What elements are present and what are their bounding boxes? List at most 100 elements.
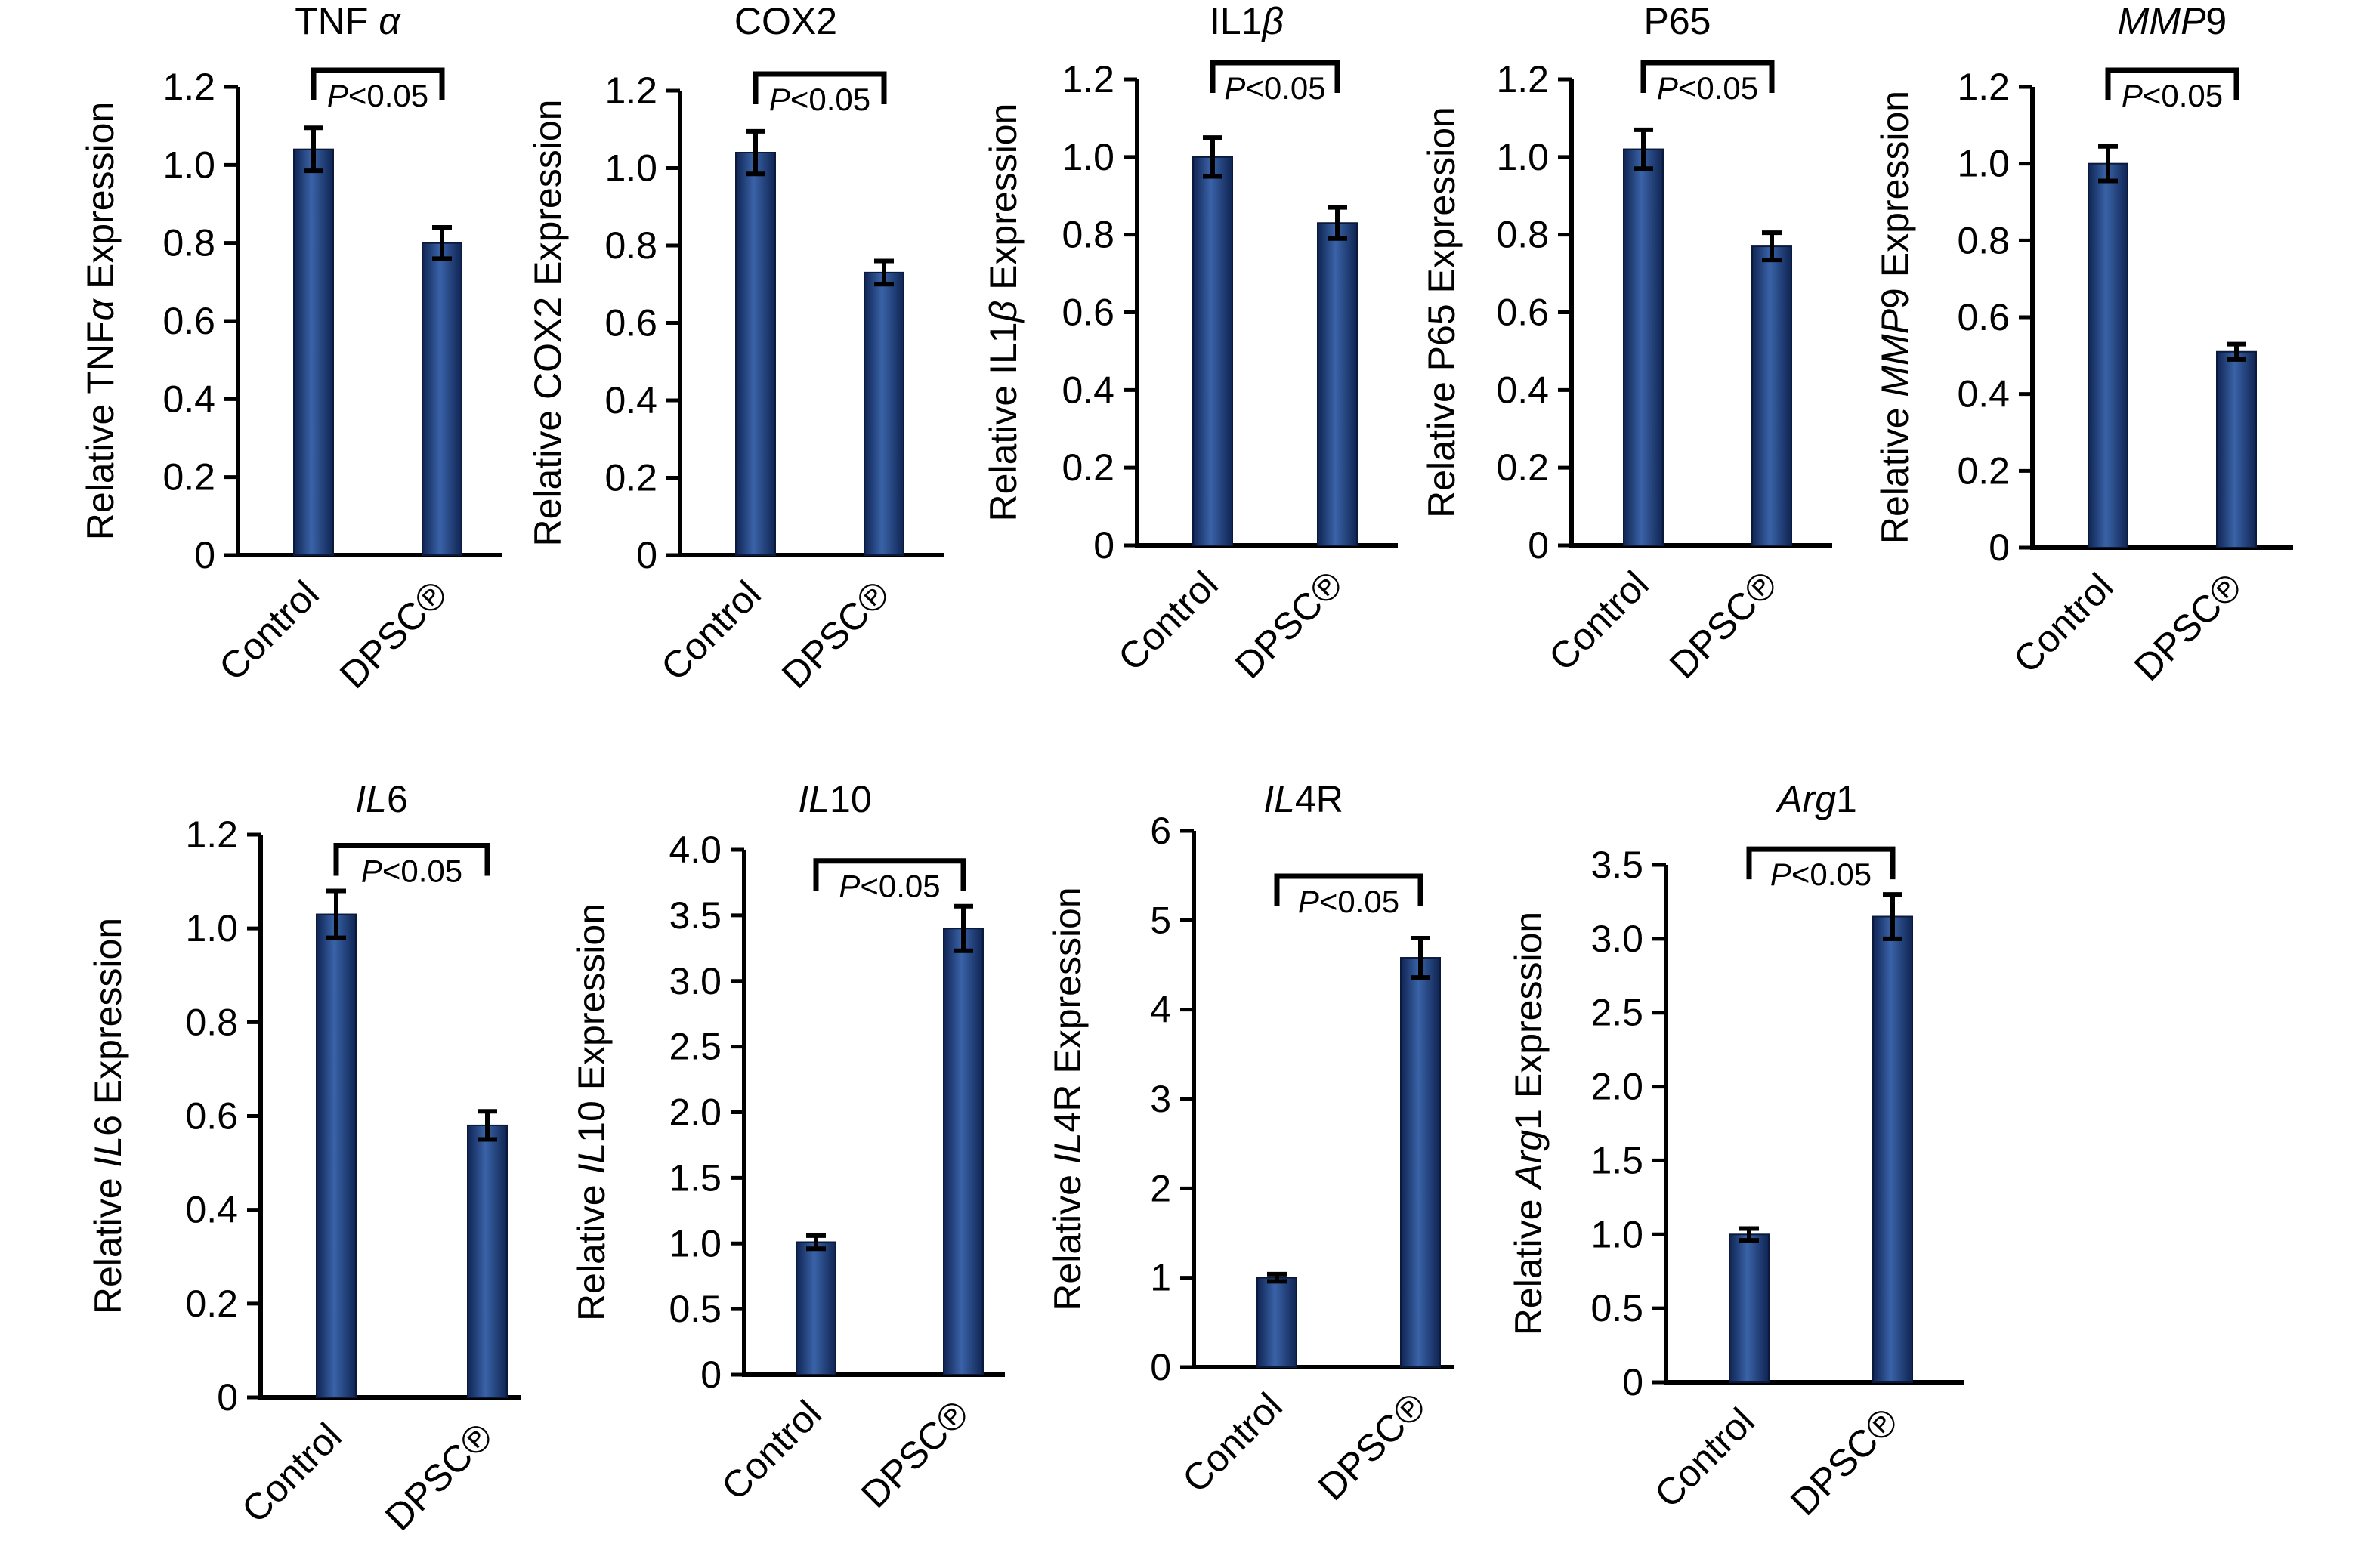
y-tick-label: 1.2 — [1062, 58, 1114, 100]
y-tick-label: 1.0 — [1496, 136, 1549, 178]
x-tick-label: Control — [1174, 1385, 1290, 1501]
y-tick-label: 1.0 — [1590, 1213, 1643, 1255]
chart-panel: IL4R Relative IL4R Expression 0 1 2 3 4 5 6 Contr… — [1046, 778, 1454, 1508]
chart-title: MMP9 — [2118, 0, 2227, 42]
y-tick-label: 0.2 — [1496, 446, 1549, 489]
y-axis-label: Relative TNFα Expression — [79, 102, 122, 541]
chart-title: IL10 — [798, 778, 871, 820]
y-axis-label: Relative COX2 Expression — [527, 100, 569, 547]
significance-bracket — [1746, 846, 1896, 880]
y-axis-label: Relative IL1β Expression — [982, 103, 1025, 522]
bar — [1872, 915, 1913, 1383]
bar — [1400, 957, 1441, 1368]
significance-bracket — [753, 71, 887, 104]
y-tick-label: 1.5 — [669, 1156, 722, 1199]
bar — [1623, 148, 1664, 547]
x-tick-label: Control — [1541, 563, 1657, 679]
y-tick-label: 0.4 — [1957, 373, 2010, 415]
y-tick-label: 0.6 — [1496, 292, 1549, 334]
y-tick-label: 0.8 — [1957, 219, 2010, 261]
y-tick-label: 0.2 — [1957, 449, 2010, 492]
error-bar — [806, 1233, 826, 1252]
error-bar — [1634, 127, 1653, 171]
y-tick-label: 1.0 — [669, 1222, 722, 1264]
bar — [1317, 222, 1358, 546]
y-tick-label: 3.0 — [669, 960, 722, 1002]
x-tick-label: DPSC℗ — [377, 1415, 501, 1539]
error-bar — [1267, 1271, 1287, 1284]
p-value-annotation: P<0.05 — [327, 78, 428, 113]
y-tick-label: 4 — [1150, 989, 1171, 1031]
chart-title: IL6 — [355, 778, 408, 820]
significance-bracket — [311, 67, 445, 100]
bar — [1256, 1277, 1297, 1368]
significance-bracket — [1210, 60, 1340, 93]
y-tick-label: 0.2 — [162, 456, 215, 499]
error-bar — [1328, 205, 1347, 241]
y-tick-label: 2.5 — [1590, 992, 1643, 1034]
chart-title: IL4R — [1263, 778, 1343, 820]
error-bar — [478, 1109, 497, 1142]
y-tick-label: 0.4 — [185, 1189, 238, 1231]
y-tick-label: 0 — [1622, 1361, 1643, 1403]
x-tick-label: Control — [211, 573, 327, 689]
y-tick-label: 2.0 — [669, 1091, 722, 1134]
y-tick-label: 3.0 — [1590, 918, 1643, 960]
y-tick-label: 5 — [1150, 899, 1171, 941]
y-tick-label: 0.8 — [604, 224, 657, 267]
y-tick-label: 0.4 — [1062, 369, 1114, 411]
chart-panel: IL1β Relative IL1β Expression 0 0.2 0.4 0.6 0.… — [982, 0, 1398, 687]
significance-bracket — [333, 843, 490, 876]
chart-panel: TNF α Relative TNFα Expression 0 0.2 0.4 0.6 0… — [79, 0, 502, 696]
y-tick-label: 1.0 — [604, 147, 657, 190]
bar — [2088, 162, 2128, 549]
p-value-annotation: P<0.05 — [1224, 70, 1325, 106]
error-bar — [1203, 135, 1222, 179]
chart-panel: IL6 Relative IL6 Expression 0 0.2 0.4 0.6 0.8 1… — [87, 778, 521, 1539]
y-tick-label: 0 — [1989, 526, 2010, 569]
y-tick-label: 6 — [1150, 810, 1171, 852]
y-tick-label: 1.2 — [162, 66, 215, 108]
y-tick-label: 4.0 — [669, 829, 722, 871]
x-tick-label: DPSC℗ — [1227, 563, 1351, 687]
y-axis-label: Relative IL10 Expression — [570, 903, 613, 1321]
p-value-annotation: P<0.05 — [361, 854, 462, 889]
error-bar — [1411, 936, 1430, 980]
significance-bracket — [813, 858, 966, 891]
x-tick-label: DPSC℗ — [332, 573, 456, 696]
x-tick-label: DPSC℗ — [1310, 1385, 1434, 1508]
error-bar — [954, 903, 973, 953]
chart-panel: Arg1 Relative Arg1 Expression 0 0.5 1.0 1.5 2.… — [1507, 778, 1964, 1523]
y-axis-label: Relative Arg1 Expression — [1507, 912, 1550, 1335]
y-tick-label: 1.2 — [1496, 58, 1549, 100]
y-tick-label: 0.6 — [604, 302, 657, 344]
chart-title: Arg1 — [1775, 778, 1857, 820]
y-tick-label: 1.0 — [185, 907, 238, 949]
y-tick-label: 1.2 — [1957, 66, 2010, 108]
y-tick-label: 0 — [636, 534, 657, 576]
y-tick-label: 0.2 — [1062, 446, 1114, 489]
bar — [316, 913, 357, 1398]
y-tick-label: 0 — [194, 534, 215, 576]
y-tick-label: 1.0 — [162, 144, 215, 186]
y-tick-label: 2 — [1150, 1167, 1171, 1209]
x-tick-label: DPSC℗ — [853, 1392, 977, 1516]
y-tick-label: 0 — [217, 1376, 238, 1419]
y-tick-label: 0.4 — [162, 378, 215, 420]
significance-bracket — [2105, 67, 2239, 100]
bar — [293, 148, 334, 556]
y-tick-label: 0 — [1150, 1346, 1171, 1388]
chart-title: COX2 — [734, 0, 837, 42]
error-bar — [746, 128, 765, 177]
x-tick-label: Control — [233, 1415, 350, 1531]
error-bar — [432, 225, 452, 261]
y-tick-label: 0.6 — [185, 1095, 238, 1138]
bar — [422, 242, 462, 556]
y-tick-label: 1.2 — [604, 69, 657, 112]
error-bar — [1883, 892, 1902, 941]
x-tick-label: Control — [1646, 1400, 1763, 1516]
y-axis-label: Relative MMP9 Expression — [1874, 91, 1916, 544]
bar — [1751, 245, 1792, 546]
error-bar — [2227, 341, 2246, 362]
x-tick-label: DPSC℗ — [1661, 563, 1785, 687]
